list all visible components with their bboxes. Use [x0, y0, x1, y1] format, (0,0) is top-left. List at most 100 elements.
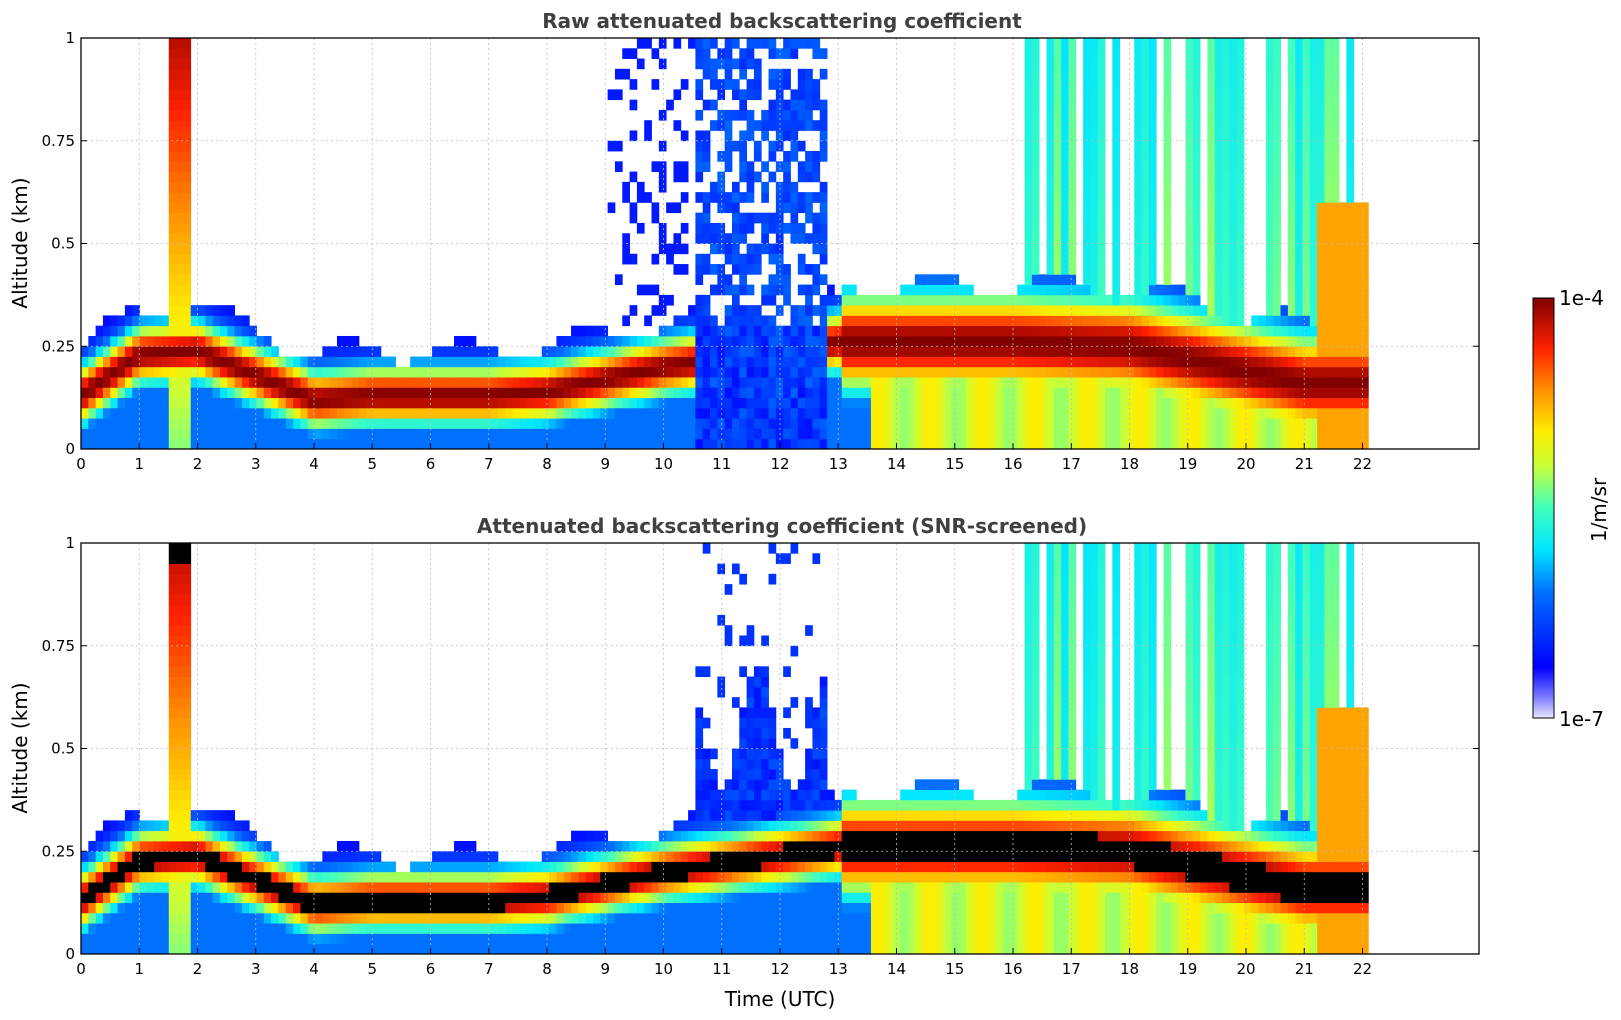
heat-cell — [593, 418, 601, 429]
heat-cell — [1229, 212, 1238, 224]
heat-cell — [614, 943, 623, 955]
heat-cell — [512, 366, 521, 378]
heat-cell — [337, 438, 345, 450]
heat-cell — [768, 769, 777, 780]
heat-cell — [337, 428, 345, 440]
heat-cell — [1061, 151, 1069, 162]
heat-cell — [1141, 387, 1150, 399]
heat-cell — [227, 346, 235, 357]
heat-cell — [95, 407, 104, 419]
heat-cell — [775, 840, 784, 852]
heat-cell — [658, 325, 667, 337]
heat-cell — [761, 707, 769, 719]
heat-cell — [936, 438, 945, 450]
heat-cell — [731, 253, 740, 265]
heat-cell — [717, 933, 726, 945]
heat-cell — [944, 305, 952, 316]
heat-cell — [154, 377, 162, 388]
heat-cell — [95, 335, 104, 347]
heat-cell — [168, 563, 177, 575]
heat-cell — [1141, 202, 1150, 214]
heat-cell — [1236, 274, 1245, 285]
heat-cell — [183, 407, 192, 419]
heat-cell — [863, 418, 872, 429]
heat-cell — [219, 933, 228, 945]
heat-cell — [1273, 294, 1281, 306]
heat-cell — [1002, 397, 1011, 409]
heat-cell — [1309, 212, 1318, 224]
heat-cell — [1170, 305, 1179, 316]
heat-cell — [102, 851, 111, 862]
heat-cell — [1090, 99, 1099, 111]
heat-cell — [600, 840, 609, 852]
heat-cell — [1346, 428, 1355, 440]
heat-cell — [1214, 274, 1223, 285]
heat-cell — [651, 840, 660, 852]
heat-cell — [219, 871, 228, 883]
heat-cell — [761, 130, 769, 142]
heat-cell — [600, 871, 609, 883]
heat-cell — [1243, 387, 1252, 399]
heat-cell — [102, 902, 111, 914]
heat-cell — [1265, 407, 1274, 419]
heat-cell — [790, 397, 799, 409]
heat-cell — [168, 625, 177, 636]
heat-cell — [973, 346, 982, 357]
heat-cell — [812, 38, 821, 49]
heat-cell — [556, 438, 565, 450]
heat-cell — [198, 315, 206, 327]
heat-cell — [505, 892, 513, 904]
heat-cell — [702, 68, 711, 80]
heat-cell — [746, 748, 755, 760]
heat-cell — [1258, 418, 1267, 429]
heat-cell — [1024, 335, 1033, 347]
heat-cell — [644, 943, 652, 955]
heat-cell — [870, 366, 879, 378]
heat-cell — [878, 305, 886, 316]
heat-cell — [1170, 315, 1179, 327]
heat-cell — [1339, 366, 1347, 378]
heat-cell — [1214, 99, 1223, 111]
heat-cell — [475, 892, 484, 904]
heat-cell — [644, 335, 652, 347]
heat-cell — [651, 943, 660, 955]
heat-cell — [344, 366, 353, 378]
heat-cell — [1068, 305, 1077, 316]
heat-cell — [1287, 181, 1296, 193]
heat-cell — [680, 871, 689, 883]
heat-cell — [673, 902, 682, 914]
heat-cell — [607, 377, 616, 388]
heat-cell — [805, 233, 813, 244]
heat-cell — [556, 356, 565, 368]
heat-cell — [373, 418, 382, 429]
heat-cell — [1141, 305, 1150, 316]
heat-cell — [600, 407, 609, 419]
heat-cell — [710, 79, 718, 90]
heat-cell — [1273, 58, 1281, 70]
heat-cell — [161, 933, 170, 945]
heat-cell — [1207, 38, 1216, 49]
heat-cell — [973, 305, 982, 316]
heat-cell — [307, 871, 316, 883]
heat-cell — [81, 933, 89, 945]
heat-cell — [88, 407, 97, 419]
heat-cell — [234, 830, 243, 842]
heat-cell — [717, 861, 726, 873]
heat-cell — [1302, 212, 1311, 224]
heat-cell — [417, 892, 426, 904]
heat-cell — [527, 387, 535, 399]
heat-cell — [1126, 315, 1135, 327]
heat-cell — [212, 305, 221, 316]
heat-cell — [753, 356, 762, 368]
heat-cell — [1331, 202, 1340, 214]
heat-cell — [1134, 212, 1142, 224]
heat-cell — [607, 840, 616, 852]
heat-cell — [739, 892, 747, 904]
heat-cell — [1156, 418, 1164, 429]
heat-cell — [1024, 253, 1033, 265]
heat-cell — [1309, 140, 1318, 152]
heat-cell — [527, 377, 535, 388]
heat-cell — [1214, 192, 1223, 203]
heat-cell — [571, 851, 579, 862]
heat-cell — [1068, 428, 1077, 440]
